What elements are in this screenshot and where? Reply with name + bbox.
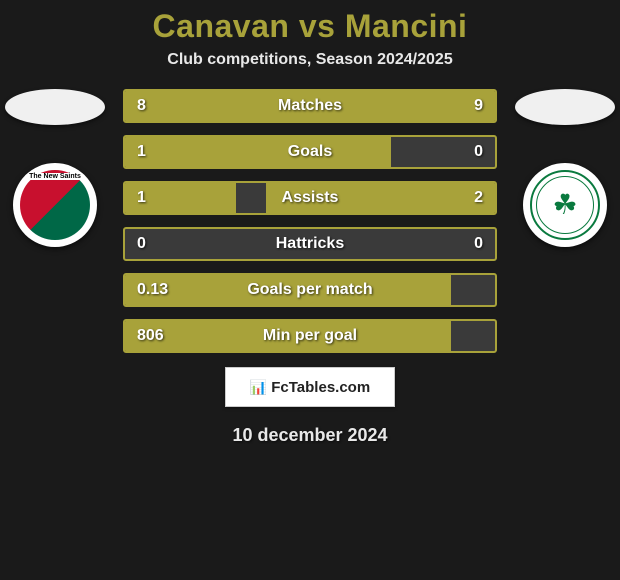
- left-player-col: The New Saints: [5, 89, 105, 247]
- stat-label: Matches: [125, 97, 495, 115]
- player-silhouette-left: [5, 89, 105, 125]
- comparison-card: Canavan vs Mancini Club competitions, Se…: [0, 0, 620, 580]
- stat-label: Hattricks: [125, 235, 495, 253]
- tns-crest-label: The New Saints: [25, 173, 85, 180]
- stat-bar: 12Assists: [123, 181, 497, 215]
- page-title: Canavan vs Mancini: [153, 8, 468, 45]
- stat-bar: 89Matches: [123, 89, 497, 123]
- stat-bar: 10Goals: [123, 135, 497, 169]
- stats-column: 89Matches 10Goals 12Assists 00Hattricks 0.13…: [123, 89, 497, 353]
- stat-label: Goals per match: [125, 281, 495, 299]
- stat-bar: 00Hattricks: [123, 227, 497, 261]
- stat-label: Assists: [125, 189, 495, 207]
- club-badge-right: ☘: [523, 163, 607, 247]
- stat-bar: 0.13Goals per match: [123, 273, 497, 307]
- chart-icon: 📊: [250, 379, 267, 396]
- panathinaikos-crest-icon: ☘: [530, 170, 600, 240]
- main-row: The New Saints 89Matches 10Goals 12Assists…: [0, 89, 620, 353]
- stat-label: Goals: [125, 143, 495, 161]
- page-subtitle: Club competitions, Season 2024/2025: [167, 51, 452, 69]
- source-badge[interactable]: 📊 FcTables.com: [225, 367, 395, 407]
- stat-bar: 806Min per goal: [123, 319, 497, 353]
- date-label: 10 december 2024: [232, 425, 387, 446]
- tns-crest-icon: The New Saints: [20, 170, 90, 240]
- player-silhouette-right: [515, 89, 615, 125]
- right-player-col: ☘: [515, 89, 615, 247]
- club-badge-left: The New Saints: [13, 163, 97, 247]
- stat-label: Min per goal: [125, 327, 495, 345]
- source-label: FcTables.com: [271, 379, 370, 396]
